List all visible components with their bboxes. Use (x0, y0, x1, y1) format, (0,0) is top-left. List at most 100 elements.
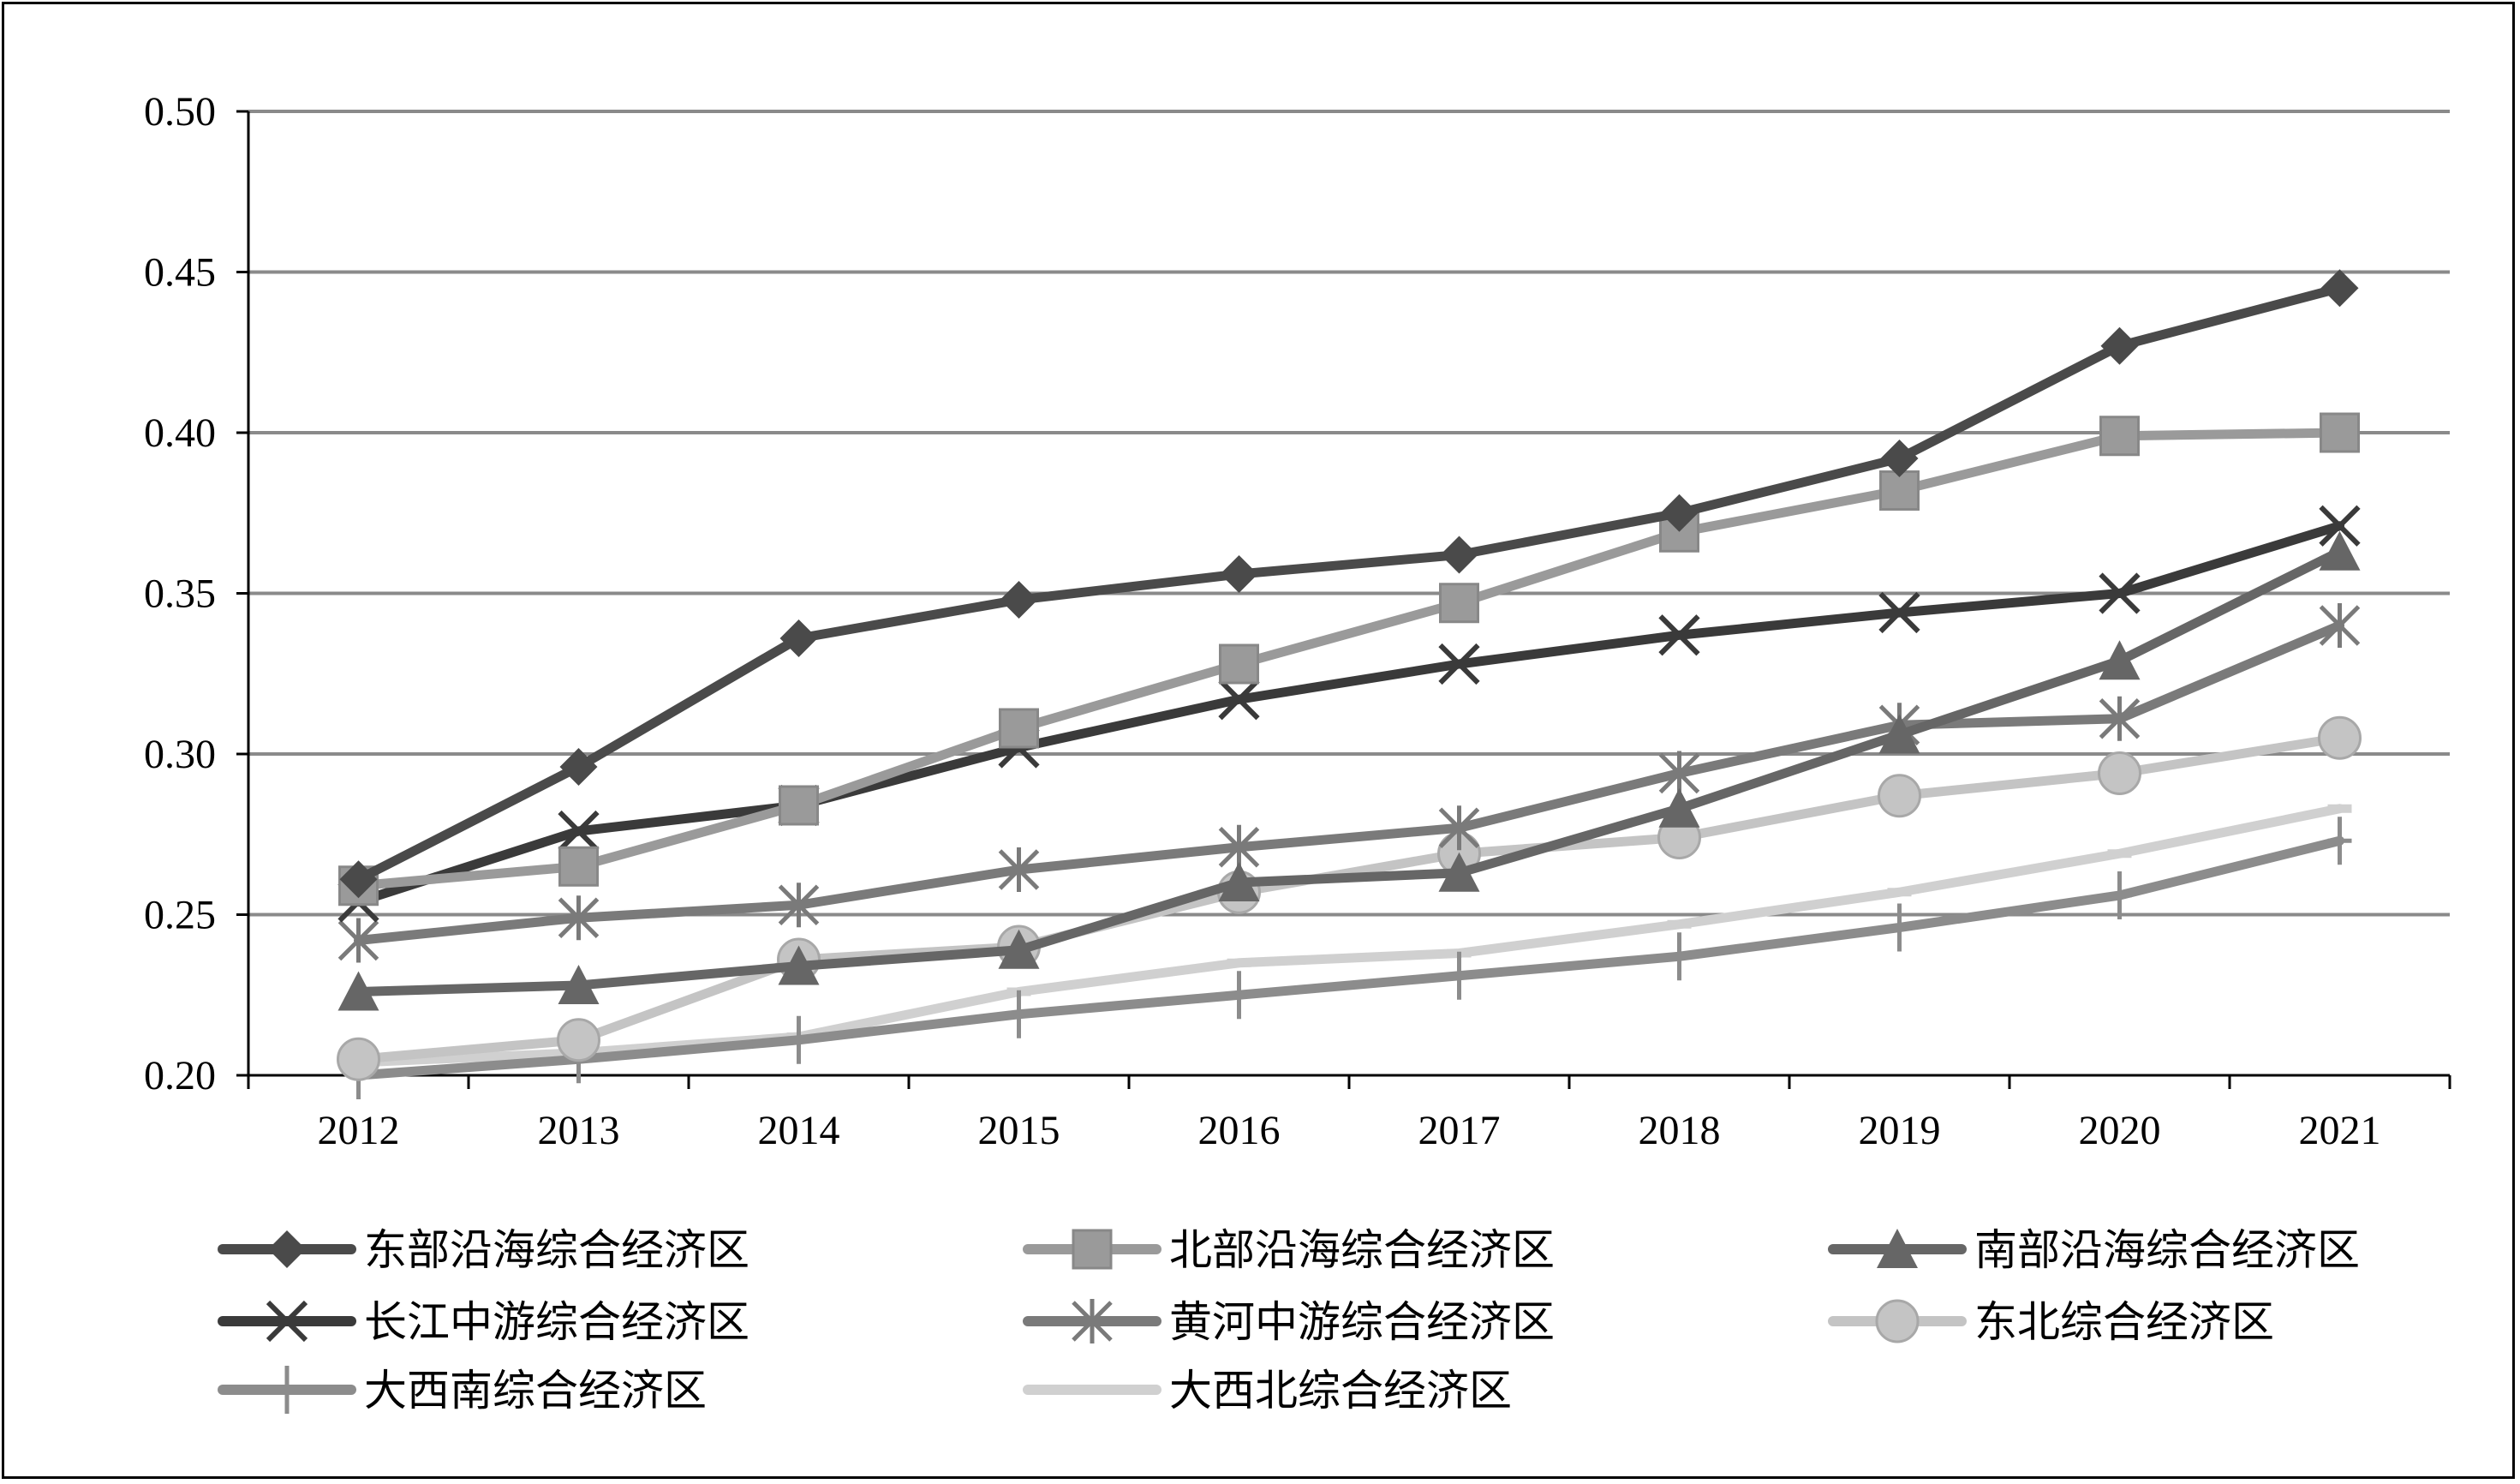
legend-label: 东部沿海综合经济区 (364, 1225, 749, 1275)
data-point (339, 860, 378, 899)
series-line (354, 835, 2344, 1080)
series-line (354, 804, 2344, 1068)
data-point (778, 945, 820, 985)
data-point (1438, 805, 1480, 851)
y-tick-label: 0.25 (144, 893, 216, 938)
data-point (557, 1018, 600, 1062)
series-line (354, 428, 2344, 891)
data-point (2319, 505, 2361, 547)
x-tick-label: 2021 (2299, 1108, 2381, 1153)
data-point (779, 619, 818, 657)
data-point (1878, 774, 1921, 818)
series-line (354, 620, 2344, 945)
legend-marker (266, 1300, 308, 1343)
x-tick-label: 2017 (1418, 1108, 1501, 1153)
data-point (1000, 581, 1038, 619)
data-point (999, 708, 1039, 749)
data-point (998, 847, 1040, 892)
data-point (558, 810, 600, 853)
y-axis-ticks: 0.20 0.25 0.30 0.35 0.40 0.45 0.50 (144, 89, 248, 1098)
x-tick-label: 2019 (1859, 1108, 1941, 1153)
data-point (1220, 555, 1258, 593)
data-point (2327, 817, 2352, 865)
legend-label: 东北综合经济区 (1974, 1297, 2274, 1347)
data-point (2318, 715, 2362, 760)
legend-label: 长江中游综合经济区 (364, 1297, 749, 1347)
y-tick-label: 0.45 (144, 250, 216, 296)
line-chart: 0.200.250.300.350.400.450.50 2012 2013 201… (144, 89, 2451, 1415)
legend-item: 东部沿海综合经济区 (218, 1225, 749, 1275)
data-point (2320, 412, 2360, 453)
legend-marker (1875, 1299, 1920, 1343)
data-point (2107, 871, 2132, 919)
x-axis-ticks: 2012 2013 2014 2015 2016 2017 2018 2019 2020 2021 (247, 1075, 2451, 1153)
series-line (354, 733, 2344, 1064)
gridlines (248, 110, 2450, 917)
data-point (558, 895, 600, 941)
legend-label: 黄河中游综合经济区 (1169, 1297, 1555, 1347)
data-point (1660, 494, 1699, 532)
x-tick-label: 2014 (758, 1108, 840, 1153)
data-point (1878, 591, 1920, 634)
data-point (337, 971, 379, 1011)
legend-item: 北部沿海综合经济区 (1023, 1225, 1555, 1275)
data-point (559, 748, 598, 786)
x-tick-label: 2018 (1639, 1108, 1721, 1153)
data-point (558, 965, 600, 1004)
data-point (1887, 903, 1912, 952)
data-point (1879, 470, 1920, 511)
x-tick-label: 2015 (978, 1108, 1060, 1153)
data-point (2319, 603, 2361, 648)
data-point (1667, 932, 1692, 981)
data-point (778, 883, 820, 928)
data-point (1218, 679, 1260, 721)
data-point (2099, 572, 2141, 614)
data-point (337, 1037, 380, 1081)
legend-marker (275, 1366, 299, 1414)
series-7 (346, 817, 2352, 1099)
series-2 (338, 412, 2360, 907)
y-tick-label: 0.50 (144, 89, 216, 135)
legend-marker (1072, 1229, 1113, 1270)
data-point (2098, 751, 2141, 795)
data-point (1227, 971, 1251, 1020)
legend-label: 大西北综合经济区 (1169, 1366, 1512, 1415)
legend-item: 长江中游综合经济区 (218, 1297, 749, 1347)
legend-item: 东北综合经济区 (1828, 1297, 2274, 1347)
legend-marker (1877, 1229, 1918, 1268)
legend-item: 大西南综合经济区 (218, 1366, 707, 1415)
data-point (1438, 852, 1480, 892)
legend-label: 北部沿海综合经济区 (1169, 1225, 1555, 1275)
series-line (354, 547, 2344, 996)
data-point (779, 785, 819, 826)
data-point (1438, 643, 1480, 685)
data-point (1880, 440, 1919, 477)
data-point (786, 1015, 811, 1064)
y-tick-label: 0.30 (144, 732, 216, 777)
y-tick-label: 0.20 (144, 1053, 216, 1098)
legend-item: 黄河中游综合经济区 (1023, 1297, 1555, 1347)
data-point (2319, 530, 2361, 571)
data-point (558, 846, 599, 887)
x-tick-label: 2013 (538, 1108, 620, 1153)
x-tick-label: 2020 (2079, 1108, 2161, 1153)
data-point (2320, 269, 2359, 308)
series-line (354, 521, 2344, 907)
series-lines (337, 269, 2362, 1099)
legend-label: 大西南综合经济区 (364, 1366, 707, 1415)
legend-marker (1072, 1299, 1113, 1343)
data-point (2100, 326, 2139, 365)
series-1 (339, 269, 2359, 899)
y-tick-label: 0.40 (144, 410, 216, 456)
y-tick-label: 0.35 (144, 571, 216, 617)
data-point (998, 929, 1040, 969)
legend-marker (268, 1230, 306, 1268)
data-point (1658, 614, 1700, 656)
legend-item: 大西北综合经济区 (1023, 1366, 1512, 1415)
data-point (1006, 990, 1031, 1038)
data-point (1440, 536, 1478, 574)
data-point (2099, 696, 2141, 741)
series-3 (337, 530, 2361, 1011)
legend-label: 南部沿海综合经济区 (1974, 1225, 2360, 1275)
